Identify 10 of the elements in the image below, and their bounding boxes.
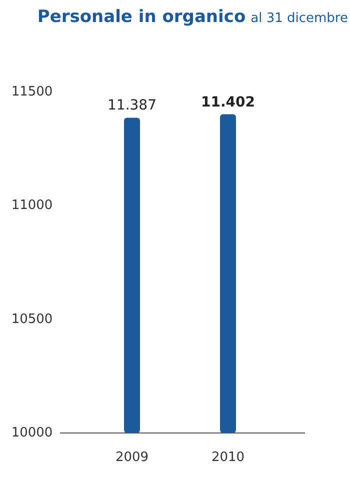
x-tick-label: 2010 [211, 450, 245, 465]
chart-subtitle: al 31 dicembre [250, 11, 348, 26]
y-tick-label: 11000 [11, 198, 53, 214]
data-label: 11.387 [108, 98, 156, 114]
chart-title: Personale in organico [37, 7, 246, 27]
y-tick-label: 10000 [11, 426, 53, 441]
x-tick-label: 2009 [115, 450, 149, 465]
y-tick-label: 10500 [11, 312, 53, 327]
y-tick-label: 11500 [11, 84, 53, 100]
data-label: 11.402 [200, 94, 256, 110]
